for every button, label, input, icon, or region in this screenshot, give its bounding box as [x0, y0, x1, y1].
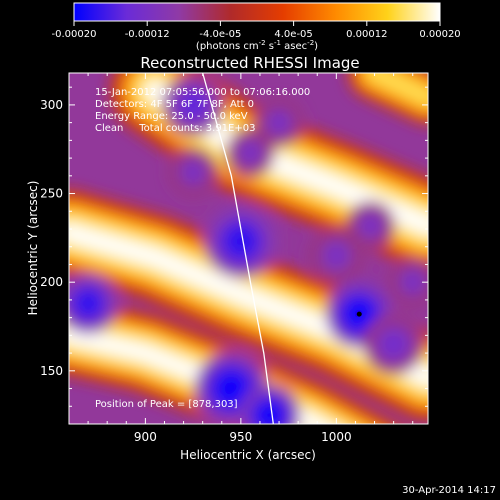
- negative-intensity-blob: [182, 94, 204, 116]
- y-tick-label: 200: [40, 275, 63, 289]
- solar-limb-curve: [202, 73, 274, 424]
- colorbar-tick-label: -0.00020: [52, 29, 97, 40]
- negative-intensity-blob: [242, 144, 259, 162]
- chart-title: Reconstructed RHESSI Image: [140, 54, 359, 72]
- info-energy-range: Energy Range: 25.0 - 50.0 keV: [95, 111, 248, 122]
- negative-intensity-blob: [362, 217, 380, 234]
- plot-frame: [68, 72, 429, 425]
- info-detectors: Detectors: 4F 5F 6F 7F 8F, Att 0: [95, 99, 254, 110]
- negative-intensity-blob: [218, 375, 244, 402]
- colorbar: [73, 2, 441, 22]
- negative-intensity-blob: [383, 333, 405, 355]
- colorbar-tick-label: -4.0e-05: [199, 29, 241, 40]
- peak-position-label: Position of Peak = [878,303]: [95, 399, 238, 410]
- x-tick-label: 950: [229, 430, 252, 444]
- negative-intensity-blob: [270, 114, 288, 132]
- x-tick-label: 1000: [321, 430, 352, 444]
- negative-intensity-blob: [77, 292, 99, 314]
- y-tick-label: 150: [40, 364, 63, 378]
- colorbar-tick-label: -0.00012: [125, 29, 170, 40]
- y-tick-label: 300: [40, 98, 63, 112]
- colorbar-units: (photons cm-2 s-1 asec-2): [196, 39, 318, 52]
- colorbar-tick-label: 0.00012: [346, 29, 387, 40]
- info-clean-counts: Clean Total counts: 3.91E+03: [95, 123, 255, 134]
- info-time-range: 15-Jan-2012 07:05:56.000 to 07:06:16.000: [95, 87, 310, 98]
- colorbar-ticks: -0.00020 -0.00012 -4.0e-05 4.0e-05 0.00012 0.…: [52, 21, 461, 40]
- footer-timestamp: 30-Apr-2014 14:17: [402, 485, 496, 496]
- y-axis-ticks: 150 200 250 300: [40, 86, 428, 407]
- bright-emission-band: [370, 73, 428, 102]
- negative-intensity-blob: [259, 404, 281, 424]
- heatmap-area: [69, 73, 428, 424]
- negative-intensity-blob: [184, 163, 202, 181]
- x-axis-ticks: 900 950 1000: [87, 73, 414, 444]
- colorbar-tick-label: 0.00020: [419, 29, 460, 40]
- x-tick-label: 900: [134, 430, 157, 444]
- intensity-minimum-marker: [356, 311, 362, 317]
- x-axis-label: Heliocentric X (arcsec): [180, 448, 316, 462]
- colorbar-tick-label: 4.0e-05: [274, 29, 312, 40]
- negative-intensity-blob: [326, 246, 346, 266]
- y-tick-label: 250: [40, 187, 63, 201]
- negative-intensity-blob: [228, 228, 254, 255]
- y-axis-label: Heliocentric Y (arcsec): [26, 181, 40, 316]
- negative-intensity-blob: [404, 273, 422, 291]
